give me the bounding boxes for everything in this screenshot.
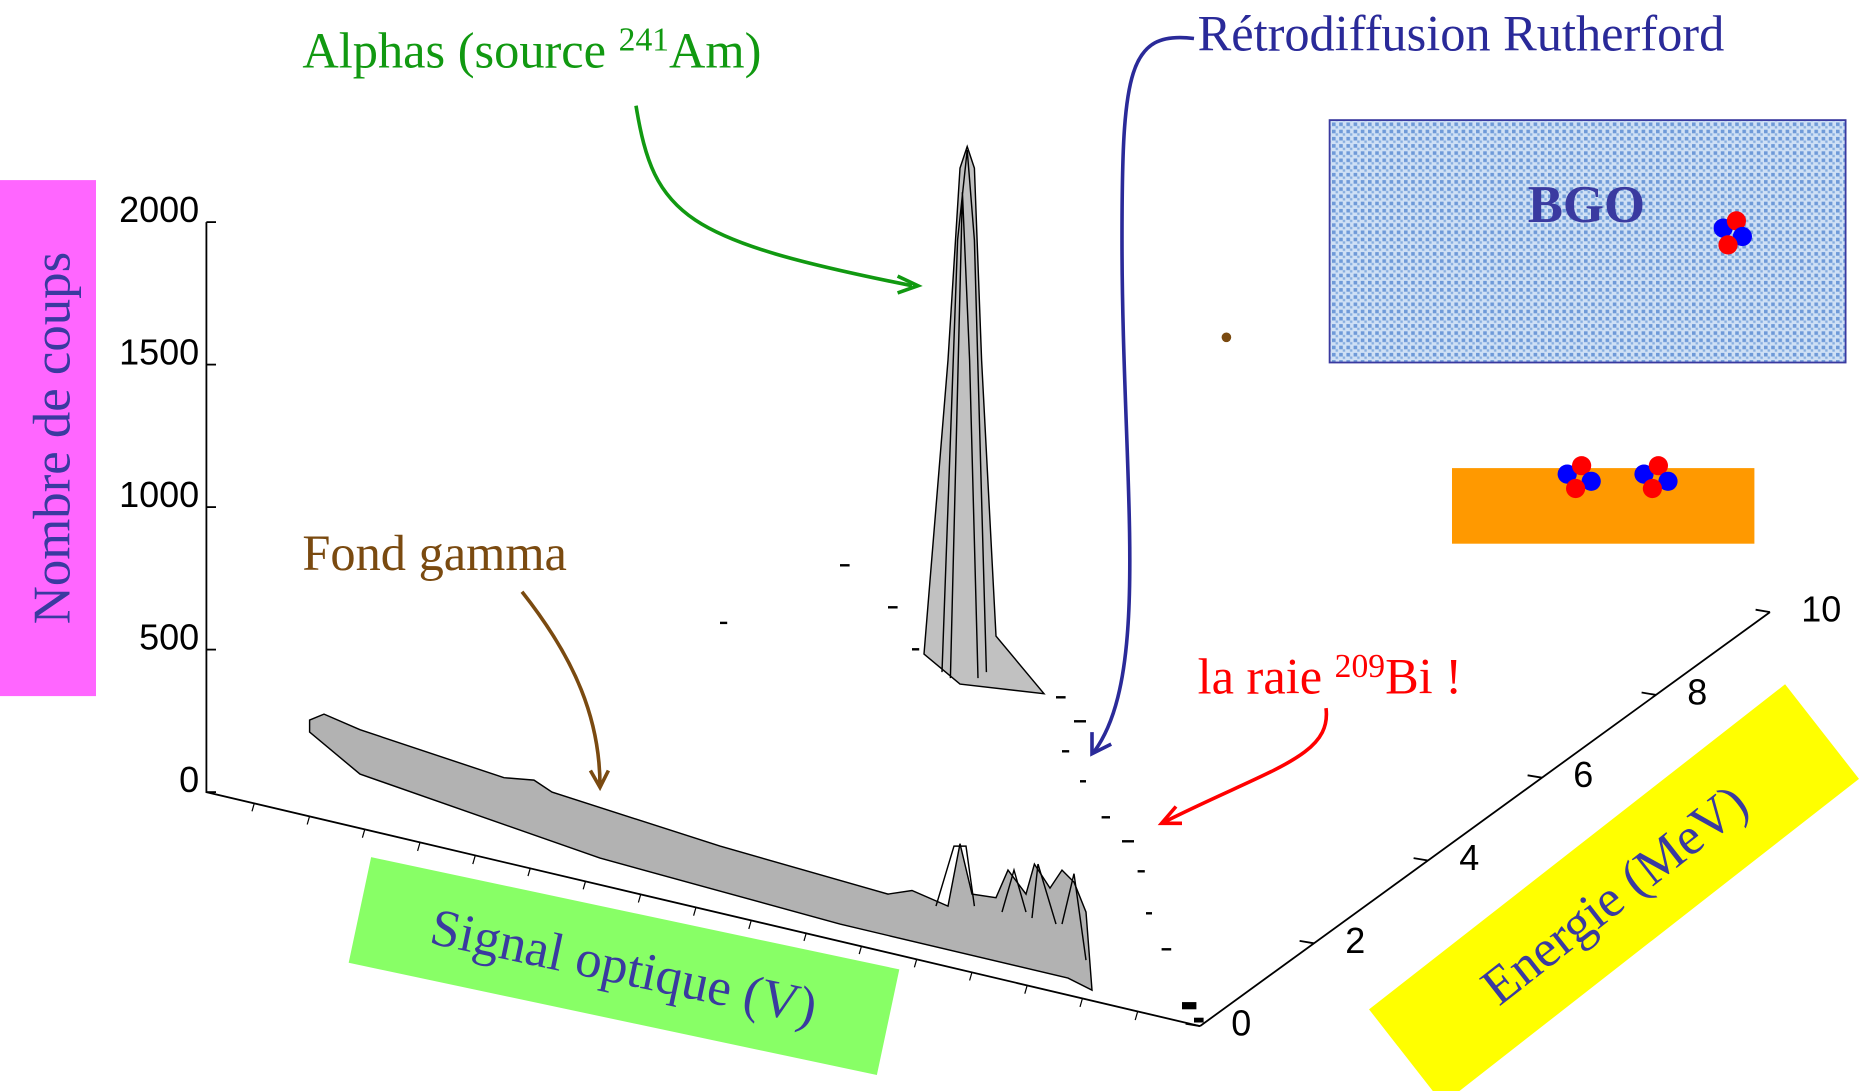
surface xyxy=(308,144,1093,992)
y-tick-label: 6 xyxy=(1573,754,1593,795)
annotation: Alphas (source 241Am) xyxy=(302,22,761,79)
annotation: la raie 209Bi ! xyxy=(1198,648,1462,705)
z-tick-label: 1500 xyxy=(119,332,199,373)
z-tick-label: 0 xyxy=(179,759,199,800)
scatter-dots xyxy=(720,564,1204,1023)
arrows xyxy=(520,35,1329,826)
y-tick-label: 2 xyxy=(1345,920,1365,961)
y-tick xyxy=(1527,774,1543,779)
y-axis-label: Energie (MeV) xyxy=(1471,774,1759,1017)
y-tick-label: 4 xyxy=(1459,837,1479,878)
z-tick-label: 2000 xyxy=(119,189,199,230)
y-tick xyxy=(1641,691,1657,696)
z-tick-label: 1000 xyxy=(119,474,199,515)
z-axis-label: Nombre de coups xyxy=(24,252,82,624)
energy-axis xyxy=(1199,611,1771,1027)
y-tick-label: 8 xyxy=(1687,671,1707,712)
z-tick-label: 500 xyxy=(139,617,199,658)
dot xyxy=(1221,332,1232,343)
ylabel-box xyxy=(1369,684,1859,1091)
bgo-box xyxy=(1328,119,1847,364)
front-minor-ticks xyxy=(251,802,1139,1021)
target xyxy=(1452,468,1755,544)
y-tick xyxy=(1755,608,1771,613)
zlabel-box xyxy=(0,180,96,697)
y-tick xyxy=(1299,940,1315,945)
annotation: Fond gamma xyxy=(302,525,567,581)
xlabel-box xyxy=(348,857,900,1076)
annotation: Rétrodiffusion Rutherford xyxy=(1198,6,1725,62)
y-tick xyxy=(1413,857,1429,862)
bgo-label: BGO xyxy=(1528,176,1645,234)
y-tick-label: 10 xyxy=(1801,589,1841,630)
y-tick xyxy=(1185,1022,1201,1027)
y-tick-label: 0 xyxy=(1231,1003,1251,1044)
nuclei xyxy=(1557,211,1752,499)
